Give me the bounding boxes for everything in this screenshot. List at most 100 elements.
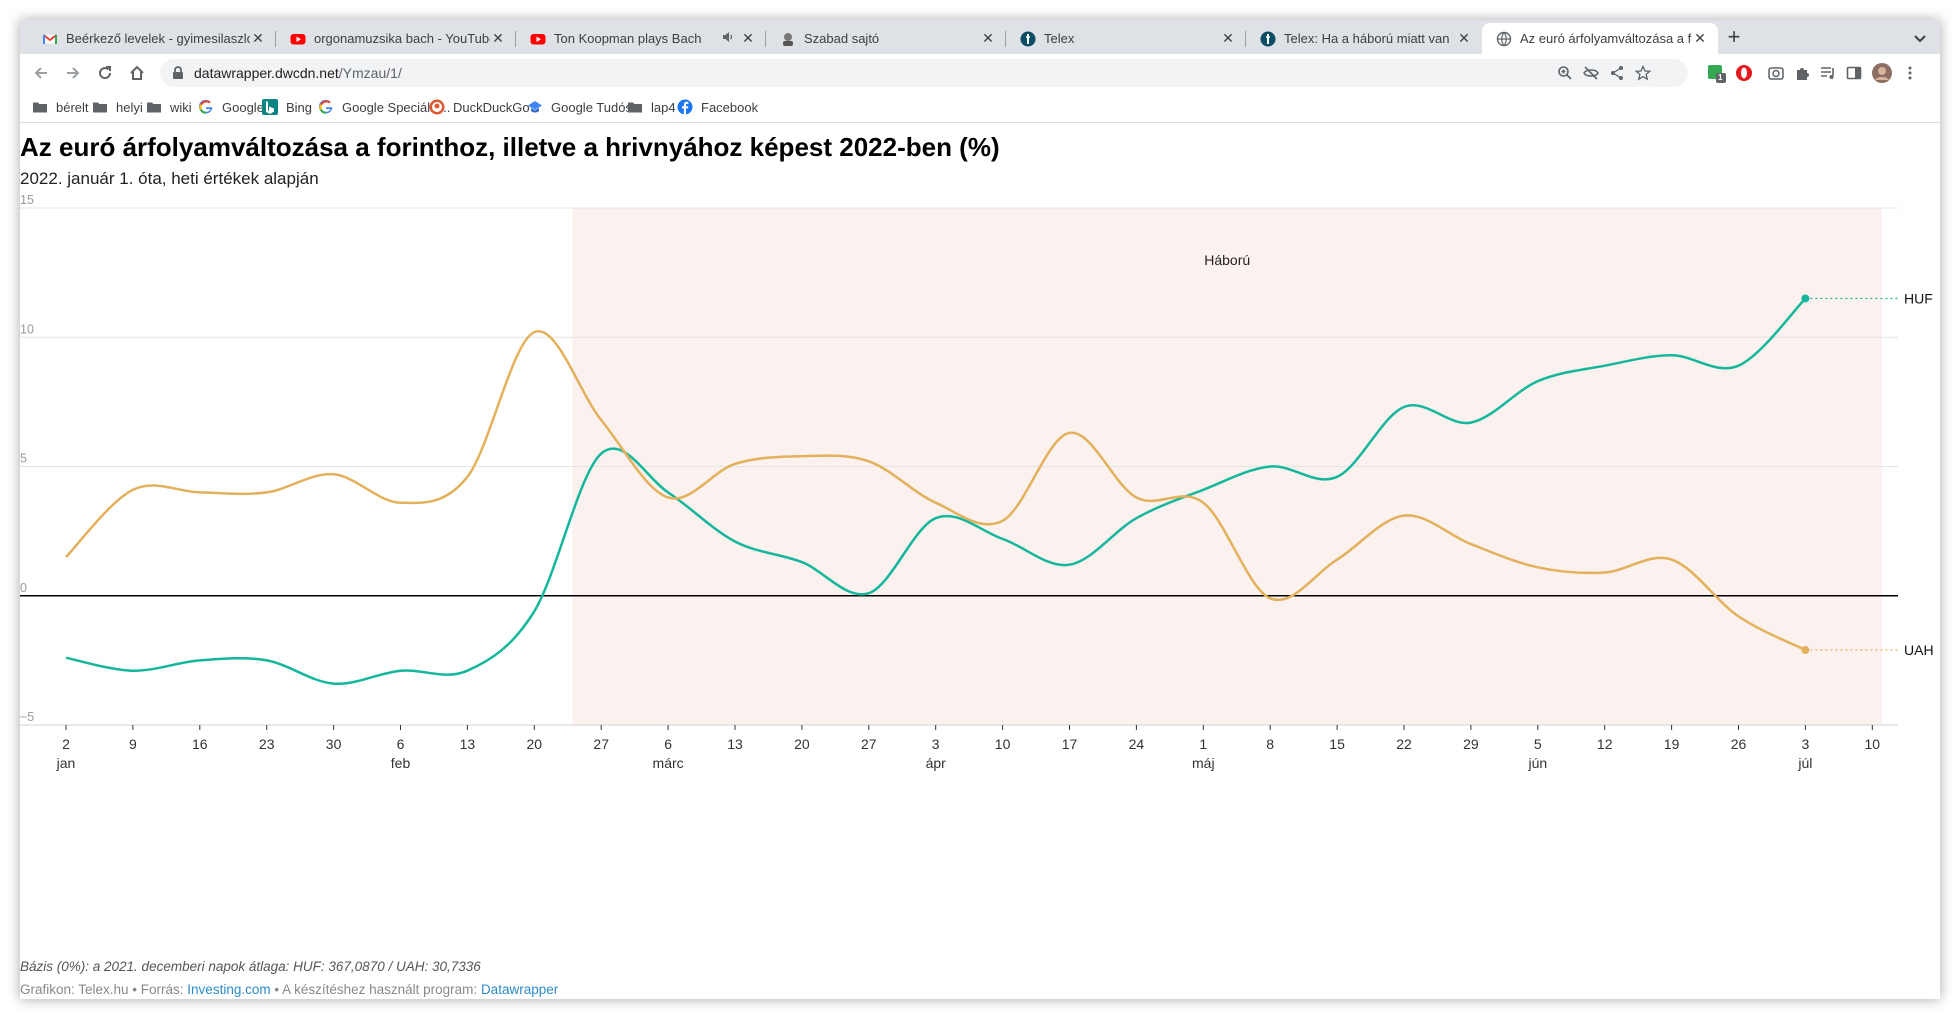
close-tab-icon[interactable]: ✕ [252,30,264,46]
tab-title: Telex: Ha a háború miatt van [1284,31,1450,46]
y-tick-label: 15 [20,193,34,207]
tab-3[interactable]: Ton Koopman plays Bach ✕ [516,23,766,54]
bookmark-b-relt[interactable]: bérelt [32,98,89,116]
new-tab-button[interactable]: + [1727,24,1741,49]
x-tick-label: 27 [593,736,609,752]
arrow-left-icon [34,67,47,79]
folder-icon [146,99,162,115]
browser-window: Beérkező levelek - gyimesilaszlo ✕ orgonam… [20,20,1940,999]
reload-icon [99,66,112,80]
chart-page: Az euró árfolyamváltozása a forinthoz, i… [20,123,1940,999]
duckduckgo-icon [429,99,445,115]
datawrapper-link[interactable]: Datawrapper [480,982,559,997]
x-tick-label: 26 [1731,736,1747,752]
bookmark-label: DuckDuckGo [453,99,530,115]
google-icon [198,99,214,115]
y-tick-label: 0 [20,581,27,595]
series-endpoint-uah [1801,646,1810,655]
series-label-uah: UAH [1904,642,1934,658]
star-icon[interactable] [1635,65,1651,81]
close-tab-icon[interactable]: ✕ [1694,30,1706,46]
credit-mid: • A készítéshez használt program: [270,982,481,997]
extension-green[interactable]: 1 [1706,63,1726,83]
tab-5[interactable]: Telex ✕ [1006,23,1246,54]
bookmark-wiki[interactable]: wiki [146,98,192,116]
url-text: datawrapper.dwcdn.net/Ymzau/1/ [194,65,402,81]
close-tab-icon[interactable]: ✕ [492,30,504,46]
eye-off-icon[interactable] [1583,65,1599,81]
gmail-icon [42,31,58,47]
bookmark-label: lap4 [651,99,676,115]
tab-7[interactable]: Az euró árfolyamváltozása a forinthoz✕ [1482,23,1718,54]
tab-4[interactable]: Szabad sajtó ✕ [766,23,1006,54]
x-tick-label: 10 [1865,736,1881,752]
x-month-label: jún [1527,755,1547,771]
x-month-label: ápr [926,755,947,771]
address-bar[interactable]: datawrapper.dwcdn.net/Ymzau/1/ [160,59,1688,87]
tab-2[interactable]: orgonamuzsika bach - YouTube ✕ [276,23,516,54]
home-icon [130,65,144,80]
close-tab-icon[interactable]: ✕ [1222,30,1234,46]
y-tick-label: 10 [20,322,34,336]
close-tab-icon[interactable]: ✕ [742,30,754,46]
bookmark-label: Google Tudós [551,99,632,115]
close-tab-icon[interactable]: ✕ [982,30,994,46]
x-tick-label: 27 [861,736,877,752]
arrow-right-icon [67,67,80,79]
facebook-icon [677,99,693,115]
tab-separator [765,31,766,47]
tab-separator [515,31,516,47]
reload-button[interactable] [94,62,116,84]
profile-button[interactable] [1872,63,1892,83]
media-control-button[interactable] [1818,63,1838,83]
bookmark-duckduckgo[interactable]: DuckDuckGo [429,98,530,116]
tab-search-button[interactable] [1910,28,1930,48]
bookmark-google-speci-lis[interactable]: Google Speciális... [318,98,450,116]
url-host: datawrapper.dwcdn.net [194,65,339,81]
chart-note: Bázis (0%): a 2021. decemberi napok átla… [20,959,481,974]
x-tick-label: 1 [1199,736,1207,752]
camera-extension[interactable] [1766,63,1786,83]
x-tick-label: 15 [1329,736,1345,752]
x-tick-label: 16 [192,736,208,752]
source-link[interactable]: Investing.com [187,982,271,997]
series-line-huf [65,297,1807,685]
tab-title: Az euró árfolyamváltozása a forinthoz [1520,31,1692,46]
bookmark-lap4[interactable]: lap4 [627,98,676,116]
x-tick-label: 22 [1396,736,1412,752]
close-tab-icon[interactable]: ✕ [1458,30,1470,46]
x-tick-label: 6 [397,736,405,752]
bookmark-helyi[interactable]: helyi [92,98,143,116]
scholar-icon [527,99,543,115]
extensions-button[interactable] [1792,63,1812,83]
bookmark-facebook[interactable]: Facebook [677,98,758,116]
forward-button[interactable] [62,62,84,84]
bookmark-google-tud-s[interactable]: Google Tudós [527,98,632,116]
browser-menu-button[interactable] [1900,63,1920,83]
side-panel-icon [1846,66,1862,80]
browser-toolbar: datawrapper.dwcdn.net/Ymzau/1/ 1 [20,54,1940,92]
tab-6[interactable]: Telex: Ha a háború miatt van ✕ [1246,23,1482,54]
youtube-icon [530,31,546,47]
bookmark-bing[interactable]: Bing [262,98,312,116]
x-tick-label: 9 [129,736,137,752]
x-month-label: jan [56,755,76,771]
bing-icon [262,99,278,115]
folder-icon [92,99,108,115]
home-button[interactable] [126,62,148,84]
x-tick-label: 13 [460,736,476,752]
zoom-icon[interactable] [1557,65,1573,81]
tab-1[interactable]: Beérkező levelek - gyimesilaszlo ✕ [28,23,276,54]
url-path: /Ymzau/1/ [338,65,402,81]
opera-extension[interactable] [1734,63,1754,83]
speaker-icon[interactable] [722,31,734,46]
share-icon[interactable] [1609,65,1625,81]
side-panel-button[interactable] [1844,63,1864,83]
playlist-icon [1821,67,1834,79]
tab-separator [1245,31,1246,47]
chart-title: Az euró árfolyamváltozása a forinthoz, i… [20,132,1000,162]
tab-title: Telex [1044,31,1075,46]
back-button[interactable] [30,62,52,84]
extension-badge: 1 [1718,73,1723,82]
bookmark-google[interactable]: Google [198,98,264,116]
